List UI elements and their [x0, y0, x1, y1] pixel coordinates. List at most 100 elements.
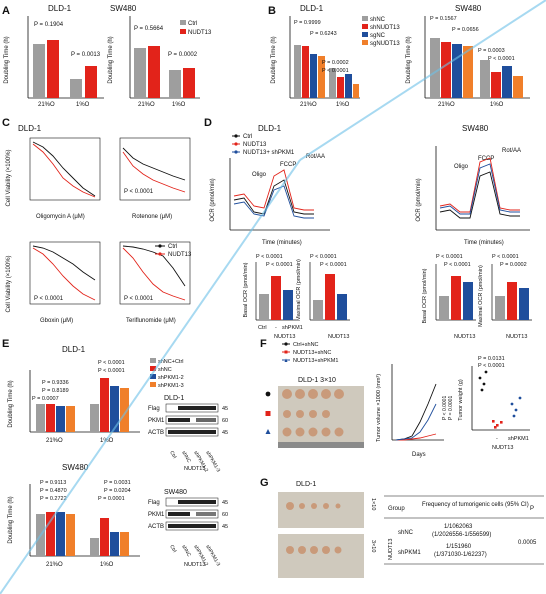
e-ylabel: Doubling Time (h)	[8, 380, 14, 427]
pval: P = 0.0031	[104, 480, 131, 486]
pval: P = 0.2722	[40, 496, 67, 502]
d-xlabel: Time (minutes)	[262, 240, 302, 246]
pval: P = 0.0001	[98, 496, 125, 502]
panel-b-right-ylabel: Doubling Time (h)	[406, 36, 412, 83]
wb-group: NUDT13	[184, 466, 205, 472]
pval: P = 0.8189	[42, 388, 69, 394]
inj-label: Oligo	[454, 164, 469, 170]
bar	[85, 66, 97, 98]
wb-title: DLD-1	[164, 395, 184, 402]
bar	[183, 68, 195, 98]
xlabel: 21%O	[46, 438, 63, 444]
bar-ylabel: Basal OCR (pmol/min)	[422, 268, 428, 323]
xlabel: 21%O	[46, 562, 63, 568]
bar	[169, 70, 181, 98]
pval: P < 0.0001	[322, 68, 349, 74]
legend-label: shPKM1-2	[158, 375, 184, 381]
table-header: Group	[388, 506, 405, 512]
pval: P < 0.0001	[98, 368, 125, 374]
pval: P = 0.9336	[42, 380, 69, 386]
legend-label: Ctrl+shNC	[293, 342, 319, 348]
pval: P < 0.0001	[266, 262, 293, 268]
pval: P = 0.0002	[322, 60, 349, 66]
pval: P < 0.0001	[256, 254, 283, 260]
xlabel: 21%O	[300, 102, 317, 108]
tumor-photo	[278, 492, 364, 528]
legend-label: shNC	[370, 17, 386, 23]
pval: P = 0.6243	[310, 31, 337, 37]
panel-e-letter: E	[2, 338, 9, 350]
panel-e-bottom-title: SW480	[62, 463, 89, 472]
bar-group: NUDT13	[328, 334, 349, 340]
panel-f: F Ctrl+shNC NUDT13+shNC NUDT13+shPKM1 DL…	[260, 338, 530, 458]
panel-g-title: DLD-1	[296, 481, 316, 488]
pval: P = 0.1904	[34, 22, 64, 28]
pval: P = 0.0001	[448, 396, 454, 420]
wb-lane: Ctrl	[168, 544, 177, 554]
bar-xlabel: -	[275, 325, 277, 331]
c-xlabel: Teriflunomide (μM)	[126, 318, 176, 324]
watermark-line	[299, 0, 546, 161]
g-rowlabel: 3×10	[370, 540, 376, 552]
pval: P = 0.0013	[71, 52, 101, 58]
panel-d-letter: D	[204, 117, 212, 129]
legend-label: NUDT13+ shPKM1	[243, 150, 295, 156]
wb-lane: Ctrl	[168, 450, 177, 460]
legend-label: NUDT13	[168, 252, 192, 258]
table-header: P	[530, 506, 534, 512]
panel-a-right-ylabel: Doubling Time (h)	[108, 36, 114, 83]
pval: P < 0.0001	[320, 262, 347, 268]
pval: P < 0.0001	[492, 254, 519, 260]
legend-label: shPKM1-3	[158, 383, 184, 389]
panel-c: C DLD-1 Cell Viability (×100%) Cell Viab…	[2, 117, 192, 324]
pval: P = 0.0007	[32, 396, 59, 402]
table-cell: shNC	[398, 530, 414, 536]
pval: P = 0.4870	[40, 488, 67, 494]
panel-d-sw-title: SW480	[462, 124, 489, 133]
c-xlabel: Gboxin (μM)	[40, 318, 73, 324]
xlabel: 1%O	[336, 102, 350, 108]
panel-g: G DLD-1 1×10 3×10 Group Frequency of tum…	[260, 477, 544, 578]
bar	[134, 48, 146, 98]
watermark-line	[0, 159, 301, 594]
e-ylabel: Doubling Time (h)	[8, 496, 14, 543]
pval: P = 0.0002	[168, 52, 198, 58]
inj-label: Rot/AA	[502, 148, 521, 154]
bar	[47, 40, 59, 98]
c-xlabel: Oligomycin A (μM)	[36, 214, 85, 220]
legend-label: NUDT13+shNC	[293, 350, 331, 356]
d-xlabel: Time (minutes)	[464, 240, 504, 246]
wb-row-label: ACTB	[148, 430, 164, 436]
panel-d: D DLD-1 SW480 Ctrl NUDT13 NUDT13+ shPKM1…	[204, 117, 532, 340]
d-ylabel: OCR (pmol/min)	[210, 178, 216, 221]
wb-kda: 45	[222, 406, 228, 412]
tumor-photo	[278, 534, 364, 578]
bar-ylabel: Maximal OCR (pmol/min)	[478, 265, 484, 327]
bar	[70, 79, 82, 98]
inj-label: FCCP	[280, 162, 296, 168]
inj-label: Rot/AA	[306, 154, 325, 160]
inj-label: Oligo	[252, 172, 267, 178]
c-xlabel: Rotenone (μM)	[132, 214, 172, 220]
xlabel: 1%O	[490, 102, 504, 108]
pval: P = 0.5664	[134, 26, 164, 32]
bar-xlabel: shPKM1	[508, 436, 529, 442]
bar-ylabel: Maximal OCR (pmol/min)	[296, 259, 302, 321]
legend-label: NUDT13+shPKM1	[293, 358, 338, 364]
wb-kda: 45	[222, 430, 228, 436]
wb-lane: shNC	[180, 544, 192, 558]
f-xlabel: Days	[412, 452, 426, 458]
bar	[33, 44, 45, 98]
pval: P = 0.0656	[452, 27, 479, 33]
table-header: Frequency of tumorigenic cells (95% CI)	[422, 502, 529, 508]
panel-b-letter: B	[268, 5, 276, 17]
d-ylabel: OCR (pmol/min)	[416, 178, 422, 221]
bar-xlabel: Ctrl	[258, 325, 267, 331]
pval: P < 0.0001	[98, 360, 125, 366]
panel-a-left-ylabel: Doubling Time (h)	[4, 36, 10, 83]
g-rowlabel: 1×10	[370, 498, 376, 510]
legend-label: shNUDT13	[370, 25, 400, 31]
panel-b-right-title: SW480	[455, 4, 482, 13]
c-pval: P < 0.0001	[124, 296, 154, 302]
